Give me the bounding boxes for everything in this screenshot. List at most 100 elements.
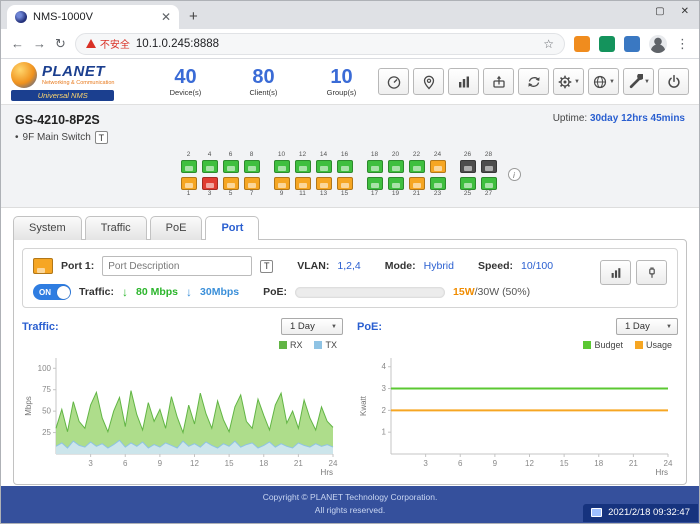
port-26[interactable]: 26 <box>459 152 477 173</box>
port-number: 8 <box>250 152 254 159</box>
statistics-button[interactable] <box>448 68 479 95</box>
tab-poe[interactable]: PoE <box>150 216 203 240</box>
device-summary-section: GS-4210-8P2S • 9F Main Switch T Uptime: … <box>1 105 699 208</box>
description-text-button[interactable]: T <box>260 260 273 273</box>
port-number: 21 <box>413 191 420 198</box>
profile-avatar[interactable] <box>649 35 667 53</box>
port-15[interactable]: 15 <box>336 177 354 198</box>
poe-chart-header: PoE: 1 Day ▼ <box>357 318 678 335</box>
devices-label: Device(s) <box>159 88 211 97</box>
port-25[interactable]: 25 <box>459 177 477 198</box>
forward-icon[interactable]: → <box>33 37 46 50</box>
port-statistics-button[interactable] <box>600 260 631 285</box>
port-24[interactable]: 24 <box>429 152 447 173</box>
browser-tab[interactable]: NMS-1000V ✕ <box>7 5 179 29</box>
url-text[interactable]: 10.1.0.245:8888 <box>136 38 537 50</box>
extension-green-icon[interactable] <box>599 36 615 52</box>
rss-extension-icon[interactable] <box>574 36 590 52</box>
svg-text:3: 3 <box>423 459 428 468</box>
back-icon[interactable]: ← <box>11 37 24 50</box>
port-3[interactable]: 3 <box>201 177 219 198</box>
stat-devices[interactable]: 40 Device(s) <box>159 67 211 97</box>
new-tab-button[interactable]: + <box>189 9 198 24</box>
port-2[interactable]: 2 <box>180 152 198 173</box>
provision-button[interactable] <box>483 68 514 95</box>
window-close-icon[interactable]: ✕ <box>681 6 689 17</box>
port-12[interactable]: 12 <box>294 152 312 173</box>
port-1[interactable]: 1 <box>180 177 198 198</box>
port-jack-icon <box>223 160 239 173</box>
traffic-range-select[interactable]: 1 Day ▼ <box>281 318 343 335</box>
port-number: 14 <box>320 152 327 159</box>
stat-groups[interactable]: 10 Group(s) <box>315 67 367 97</box>
stat-clients[interactable]: 80 Client(s) <box>237 67 289 97</box>
security-warning[interactable]: 不安全 <box>86 36 130 51</box>
port-detail-panel: Port 1: T VLAN: 1,2,4 Mode: Hybrid Speed… <box>13 239 687 485</box>
tx-swatch-icon <box>314 341 322 349</box>
maintenance-button[interactable]: ▼ <box>623 68 654 95</box>
poe-range-select[interactable]: 1 Day ▼ <box>616 318 678 335</box>
port-22[interactable]: 22 <box>408 152 426 173</box>
port-9[interactable]: 9 <box>273 177 291 198</box>
usage-swatch-icon <box>635 341 643 349</box>
cable-diagnostic-button[interactable] <box>636 260 667 285</box>
port-21[interactable]: 21 <box>408 177 426 198</box>
port-number: 24 <box>434 152 441 159</box>
port-group: 2527 <box>459 177 498 198</box>
bookmark-star-icon[interactable]: ☆ <box>543 37 554 51</box>
port-28[interactable]: 28 <box>480 152 498 173</box>
port-number: 10 <box>278 152 285 159</box>
port-7[interactable]: 7 <box>243 177 261 198</box>
port-20[interactable]: 20 <box>387 152 405 173</box>
port-5[interactable]: 5 <box>222 177 240 198</box>
port-number: 23 <box>434 191 441 198</box>
poe-text: 15W/30W (50%) <box>453 286 530 298</box>
port-13[interactable]: 13 <box>315 177 333 198</box>
browser-tab-strip: NMS-1000V ✕ + ▢ ✕ <box>1 1 699 29</box>
port-6[interactable]: 6 <box>222 152 240 173</box>
window-controls: ▢ ✕ <box>655 6 689 17</box>
refresh-button[interactable] <box>518 68 549 95</box>
port-23[interactable]: 23 <box>429 177 447 198</box>
port-17[interactable]: 17 <box>366 177 384 198</box>
port-10[interactable]: 10 <box>273 152 291 173</box>
port-info-icon[interactable]: i <box>508 168 521 181</box>
power-button[interactable] <box>658 68 689 95</box>
browser-menu-icon[interactable]: ⋮ <box>676 36 689 52</box>
port-jack-icon <box>202 177 218 190</box>
dashboard-button[interactable] <box>378 68 409 95</box>
tab-traffic[interactable]: Traffic <box>85 216 147 240</box>
port-11[interactable]: 11 <box>294 177 312 198</box>
port-description-input[interactable] <box>102 256 252 276</box>
url-omnibox[interactable]: 不安全 10.1.0.245:8888 ☆ <box>75 33 565 55</box>
port-jack-icon <box>388 160 404 173</box>
network-button[interactable]: ▼ <box>588 68 619 95</box>
port-number: 2 <box>187 152 191 159</box>
groups-label: Group(s) <box>315 88 367 97</box>
port-27[interactable]: 27 <box>480 177 498 198</box>
port-power-toggle[interactable]: ON <box>33 284 71 300</box>
port-4[interactable]: 4 <box>201 152 219 173</box>
edit-text-button[interactable]: T <box>95 131 108 144</box>
topology-map-button[interactable] <box>413 68 444 95</box>
tab-port[interactable]: Port <box>205 216 259 240</box>
port-16[interactable]: 16 <box>336 152 354 173</box>
browser-window: NMS-1000V ✕ + ▢ ✕ ← → ↻ 不安全 10.1.0.245:8… <box>1 1 699 523</box>
settings-button[interactable]: ▼ <box>553 68 584 95</box>
port-8[interactable]: 8 <box>243 152 261 173</box>
reload-icon[interactable]: ↻ <box>55 37 66 50</box>
tab-system[interactable]: System <box>13 216 82 240</box>
tx-legend-label: TX <box>325 340 337 350</box>
uptime-value: 30day 12hrs 45mins <box>590 113 685 124</box>
port-19[interactable]: 19 <box>387 177 405 198</box>
tab-close-icon[interactable]: ✕ <box>161 11 171 23</box>
port-18[interactable]: 18 <box>366 152 384 173</box>
port-jack-icon <box>244 177 260 190</box>
port-row-top: 246810121416182022242628 <box>180 152 498 173</box>
rx-swatch-icon <box>279 341 287 349</box>
extension-blue-icon[interactable] <box>624 36 640 52</box>
port-number: 18 <box>371 152 378 159</box>
traffic-chart-header: Traffic: 1 Day ▼ <box>22 318 343 335</box>
window-maximize-icon[interactable]: ▢ <box>655 6 664 17</box>
port-14[interactable]: 14 <box>315 152 333 173</box>
